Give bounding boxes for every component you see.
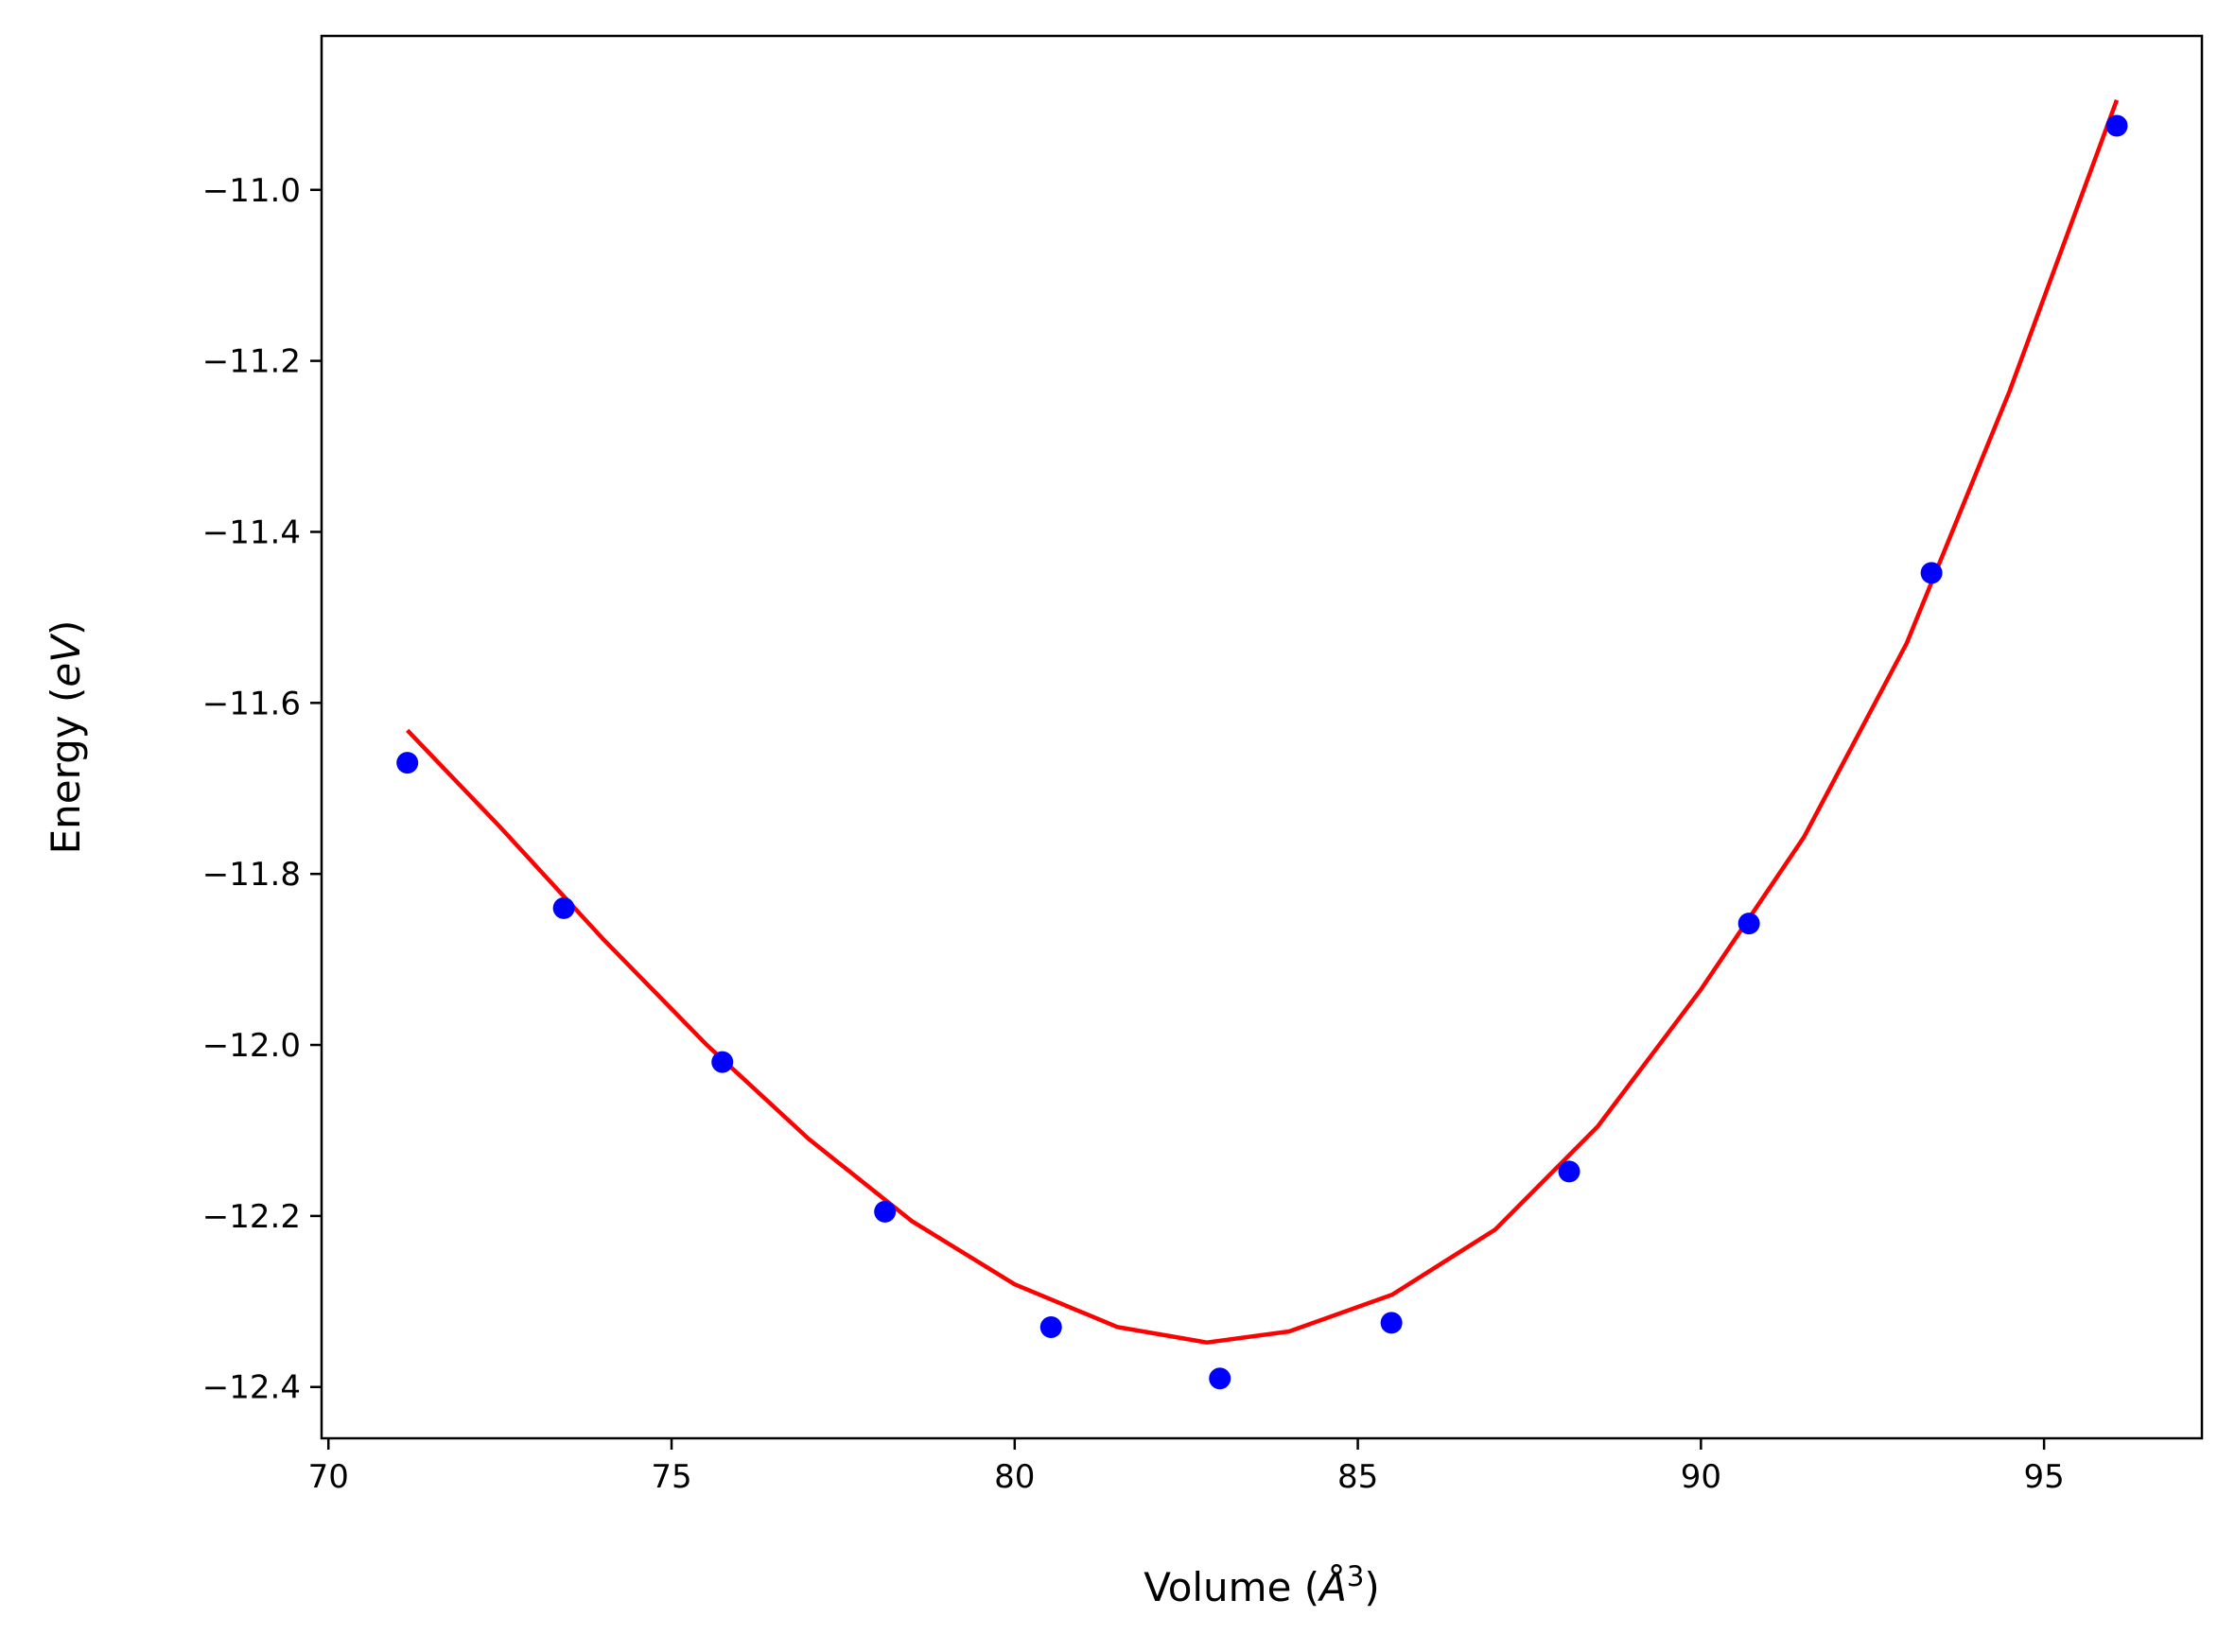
y-tick-label: −11.0 (202, 172, 301, 210)
x-axis-ticks: 70 75 80 85 90 95 (308, 1438, 2065, 1496)
data-point (1920, 562, 1943, 584)
y-axis-label-text: Energy (43, 715, 89, 854)
data-point (1039, 1315, 1062, 1338)
data-point (1209, 1367, 1231, 1390)
data-point (1737, 913, 1760, 935)
y-tick-label: −12.0 (202, 1027, 301, 1065)
data-point (1558, 1160, 1580, 1183)
x-tick-label: 75 (651, 1458, 691, 1496)
y-axis-ticks: −11.0 −11.2 −11.4 −11.6 −11.8 −12.0 −12.2 −12.4 (202, 172, 322, 1407)
x-tick-label: 70 (308, 1458, 349, 1496)
y-tick-label: −12.2 (202, 1198, 301, 1236)
x-axis-label-open-paren: ( (1291, 1564, 1319, 1610)
data-point (552, 896, 575, 919)
x-axis-label-unit: Å (1317, 1563, 1347, 1610)
x-tick-label: 85 (1337, 1458, 1378, 1496)
y-axis-label-open-paren: ( (43, 687, 89, 716)
data-point (711, 1051, 734, 1073)
x-tick-label: 95 (2023, 1458, 2064, 1496)
data-point (874, 1200, 897, 1223)
data-point (2105, 114, 2128, 137)
y-tick-label: −12.4 (202, 1369, 301, 1407)
data-point (1380, 1312, 1403, 1334)
y-axis-label-close-paren: ) (43, 620, 89, 635)
y-tick-label: −11.4 (202, 513, 301, 551)
x-axis-label: Volume (Å3) (1144, 1560, 1380, 1610)
x-tick-label: 90 (1681, 1458, 1721, 1496)
y-tick-label: −11.2 (202, 343, 301, 381)
data-point (396, 752, 419, 774)
fit-curve-line (406, 99, 2120, 1345)
plot-marks (396, 99, 2128, 1390)
x-axis-label-unit-exponent: 3 (1347, 1560, 1364, 1592)
x-axis-label-text: Volume (1144, 1564, 1291, 1610)
plot-frame (320, 34, 2204, 1440)
y-axis-label-unit: eV (43, 633, 89, 687)
x-tick-label: 80 (994, 1458, 1035, 1496)
x-axis-label-close-paren: ) (1364, 1564, 1379, 1610)
y-tick-label: −11.6 (202, 685, 301, 722)
y-axis-label: Energy (eV) (43, 620, 89, 855)
y-tick-label: −11.8 (202, 856, 301, 894)
